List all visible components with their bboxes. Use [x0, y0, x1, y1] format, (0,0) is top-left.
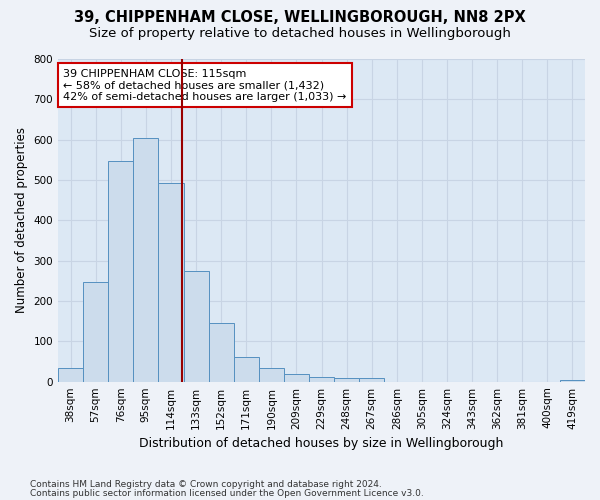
Bar	[209, 323, 233, 382]
Text: Size of property relative to detached houses in Wellingborough: Size of property relative to detached ho…	[89, 28, 511, 40]
Bar	[184, 271, 209, 382]
Bar	[58, 368, 83, 382]
Bar	[158, 183, 184, 382]
Bar	[108, 160, 133, 382]
Text: 39, CHIPPENHAM CLOSE, WELLINGBOROUGH, NN8 2PX: 39, CHIPPENHAM CLOSE, WELLINGBOROUGH, NN…	[74, 10, 526, 25]
Bar	[259, 368, 284, 382]
Bar	[309, 377, 334, 382]
Bar	[359, 378, 384, 382]
Y-axis label: Number of detached properties: Number of detached properties	[15, 128, 28, 314]
Bar	[560, 380, 585, 382]
Bar	[334, 378, 359, 382]
Bar	[284, 374, 309, 382]
Bar	[233, 358, 259, 382]
Text: Contains public sector information licensed under the Open Government Licence v3: Contains public sector information licen…	[30, 488, 424, 498]
Text: Contains HM Land Registry data © Crown copyright and database right 2024.: Contains HM Land Registry data © Crown c…	[30, 480, 382, 489]
X-axis label: Distribution of detached houses by size in Wellingborough: Distribution of detached houses by size …	[139, 437, 504, 450]
Bar	[133, 138, 158, 382]
Bar	[83, 282, 108, 382]
Text: 39 CHIPPENHAM CLOSE: 115sqm
← 58% of detached houses are smaller (1,432)
42% of : 39 CHIPPENHAM CLOSE: 115sqm ← 58% of det…	[64, 68, 347, 102]
